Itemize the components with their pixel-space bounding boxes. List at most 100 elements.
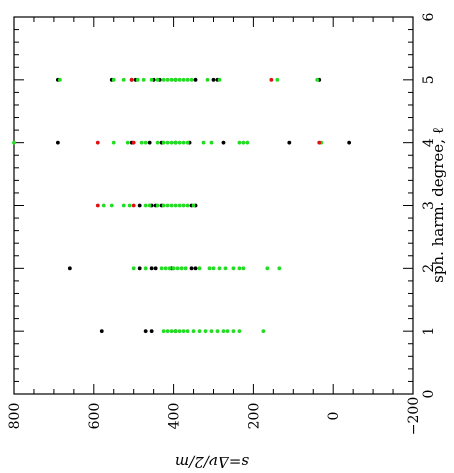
y-tick-label: 400 — [167, 403, 183, 430]
data-point-black — [347, 140, 352, 145]
data-point-black — [99, 329, 104, 334]
data-point-black — [147, 140, 152, 145]
data-point-green — [173, 203, 178, 208]
data-point-green — [121, 77, 126, 82]
data-point-green — [237, 140, 242, 145]
data-point-green — [261, 329, 266, 334]
data-point-black — [189, 266, 194, 271]
data-point-green — [173, 77, 178, 82]
y-tick-label: −200 — [406, 397, 422, 435]
data-point-black — [211, 77, 216, 82]
data-point-green — [165, 140, 170, 145]
data-point-black — [143, 329, 148, 334]
data-point-green — [241, 140, 246, 145]
data-point-green — [147, 203, 152, 208]
data-point-green — [185, 203, 190, 208]
data-point-green — [315, 77, 320, 82]
data-point-green — [225, 329, 230, 334]
data-point-green — [159, 266, 164, 271]
data-point-green — [205, 77, 210, 82]
x-tick-label: 0 — [421, 390, 437, 399]
data-point-green — [209, 329, 214, 334]
data-point-red — [317, 140, 322, 145]
data-point-green — [221, 329, 226, 334]
plot-frame — [13, 16, 414, 395]
data-point-green — [165, 203, 170, 208]
data-point-green — [185, 77, 190, 82]
data-point-green — [215, 329, 220, 334]
data-point-green — [161, 203, 166, 208]
data-point-green — [155, 77, 160, 82]
data-point-green — [177, 329, 182, 334]
data-point-green — [177, 140, 182, 145]
data-point-green — [173, 140, 178, 145]
data-point-green — [245, 140, 250, 145]
y-tick-label: 800 — [7, 403, 23, 430]
data-point-green — [177, 77, 182, 82]
x-tick-label: 5 — [421, 75, 437, 84]
data-point-red — [95, 140, 100, 145]
data-point-green — [143, 203, 148, 208]
data-point-green — [197, 329, 202, 334]
data-point-green — [201, 140, 206, 145]
data-point-green — [57, 77, 62, 82]
y-tick-label: 0 — [326, 412, 342, 421]
axis-ticks — [13, 16, 414, 395]
data-point-green — [277, 266, 282, 271]
x-axis-label: sph. harm. degree, ℓ — [429, 127, 447, 283]
data-point-green — [169, 140, 174, 145]
data-point-green — [161, 140, 166, 145]
data-point-green — [161, 77, 166, 82]
data-point-green — [181, 77, 186, 82]
data-point-black — [137, 203, 142, 208]
data-point-green — [217, 77, 222, 82]
data-point-black — [221, 140, 226, 145]
data-point-green — [111, 140, 116, 145]
data-point-black — [153, 266, 158, 271]
data-point-black — [149, 266, 154, 271]
data-point-green — [231, 329, 236, 334]
data-point-green — [181, 329, 186, 334]
data-point-green — [143, 140, 148, 145]
y-tick-label: 600 — [87, 403, 103, 430]
data-point-green — [141, 77, 146, 82]
data-point-green — [275, 77, 280, 82]
data-point-green — [183, 266, 188, 271]
data-point-green — [241, 266, 246, 271]
data-point-green — [163, 266, 168, 271]
data-point-red — [131, 203, 136, 208]
data-point-black — [287, 140, 292, 145]
data-point-black — [55, 140, 60, 145]
data-point-green — [237, 329, 242, 334]
data-point-green — [223, 266, 228, 271]
data-point-green — [121, 203, 126, 208]
data-point-green — [189, 77, 194, 82]
data-point-green — [171, 266, 176, 271]
data-point-green — [203, 329, 208, 334]
x-tick-label: 2 — [421, 264, 437, 273]
data-point-green — [12, 140, 16, 145]
y-tick-labels: 800 600 400 200 0 −200 — [7, 397, 422, 435]
data-point-green — [143, 266, 148, 271]
data-point-green — [167, 266, 172, 271]
x-tick-label: 6 — [421, 12, 437, 21]
data-point-green — [181, 140, 186, 145]
data-point-green — [111, 77, 116, 82]
data-point-green — [139, 140, 144, 145]
data-point-green — [169, 77, 174, 82]
data-point-green — [191, 329, 196, 334]
data-point-green — [177, 203, 182, 208]
x-tick-label: 3 — [421, 201, 437, 210]
data-point-green — [165, 329, 170, 334]
data-point-green — [165, 77, 170, 82]
data-point-green — [135, 77, 140, 82]
data-point-green — [101, 203, 106, 208]
data-point-green — [131, 266, 136, 271]
data-point-green — [197, 266, 202, 271]
data-point-red — [131, 140, 136, 145]
data-point-green — [109, 203, 114, 208]
data-point-green — [169, 203, 174, 208]
data-point-green — [127, 203, 132, 208]
data-point-red — [129, 77, 134, 82]
